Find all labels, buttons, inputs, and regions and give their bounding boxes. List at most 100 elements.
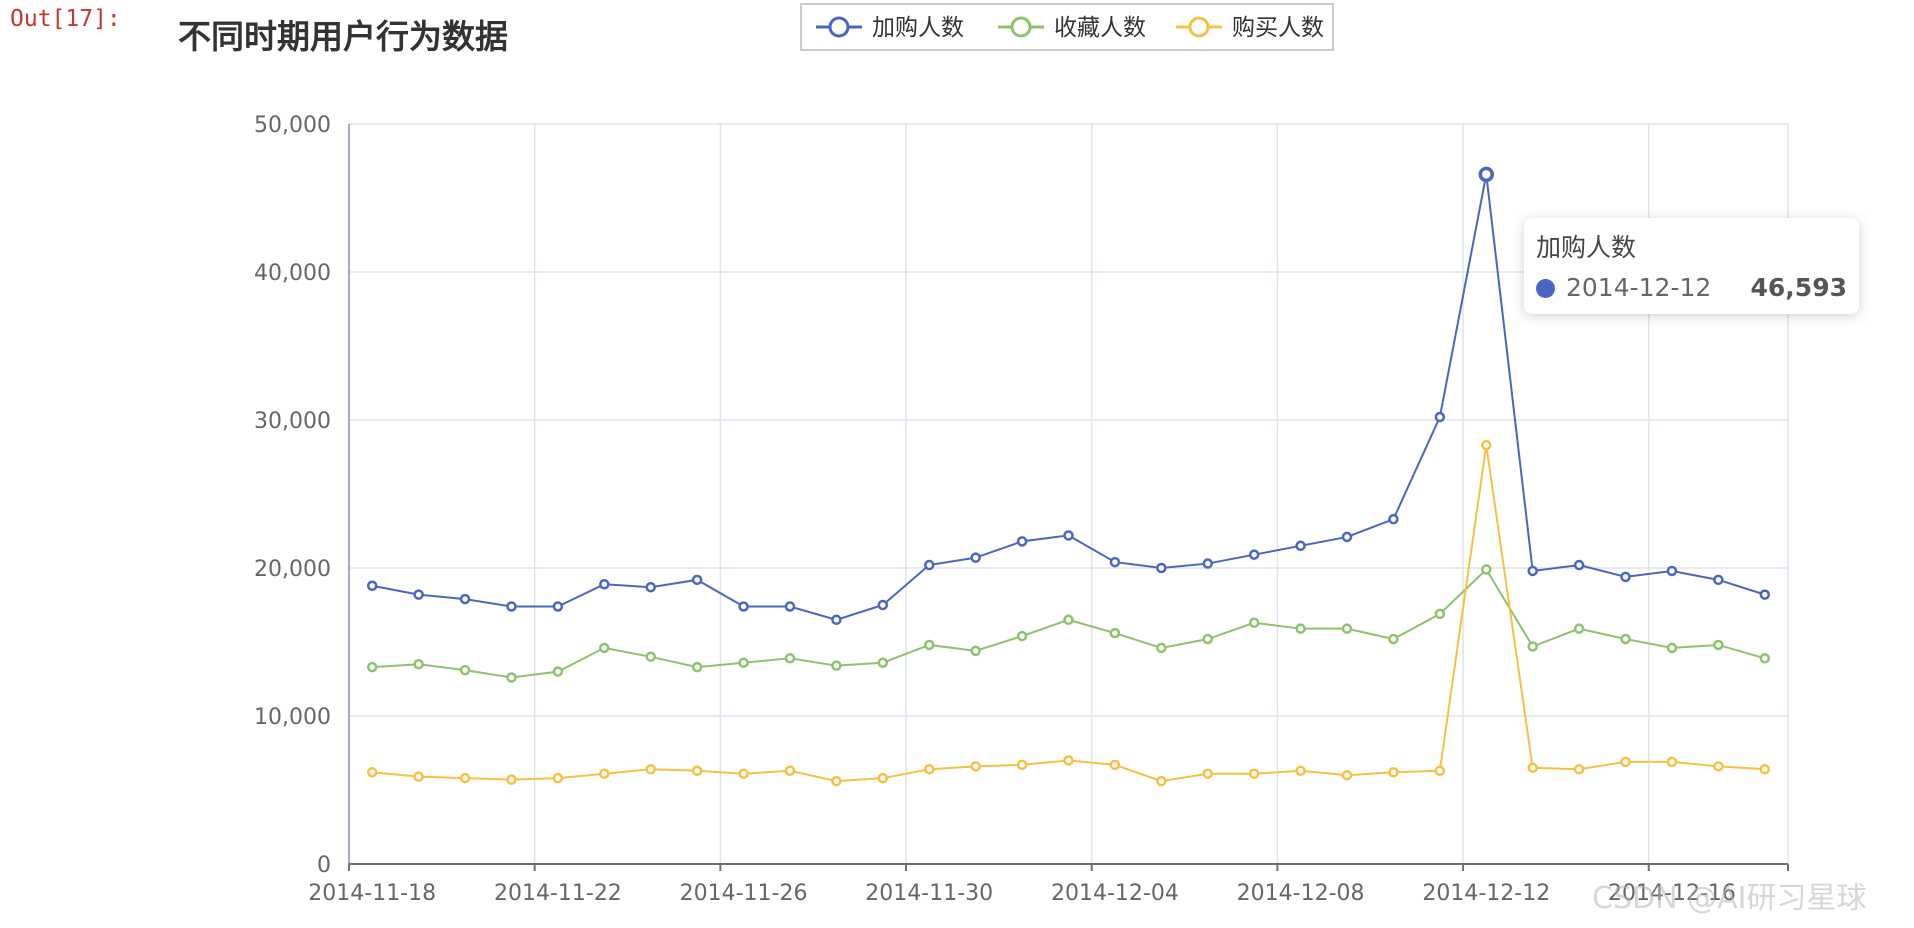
data-point[interactable] — [877, 657, 889, 668]
data-point[interactable] — [1063, 614, 1074, 626]
data-point[interactable] — [1481, 439, 1492, 451]
data-point[interactable] — [831, 614, 842, 626]
data-point[interactable] — [784, 601, 796, 612]
data-point[interactable] — [413, 658, 424, 670]
data-point[interactable] — [1620, 756, 1631, 768]
data-point[interactable] — [1248, 549, 1260, 560]
data-point[interactable] — [1063, 755, 1074, 766]
data-point[interactable] — [1713, 574, 1724, 586]
data-point[interactable] — [645, 581, 656, 593]
data-point[interactable] — [1759, 589, 1771, 600]
data-point[interactable] — [970, 761, 981, 772]
data-point[interactable] — [1713, 761, 1724, 772]
data-point[interactable] — [1341, 623, 1353, 634]
series-收藏人数[interactable] — [366, 564, 1771, 683]
data-point[interactable] — [599, 768, 610, 779]
legend-item[interactable]: 购买人数 — [1176, 15, 1324, 41]
data-point[interactable] — [738, 768, 749, 779]
data-point[interactable] — [1388, 513, 1399, 525]
data-point[interactable] — [923, 764, 935, 775]
data-point[interactable] — [1481, 564, 1492, 575]
data-point[interactable] — [413, 771, 424, 782]
data-point[interactable] — [645, 651, 656, 663]
data-point[interactable] — [1016, 630, 1028, 642]
series-line[interactable] — [372, 445, 1765, 783]
data-point[interactable] — [459, 772, 471, 784]
data-point[interactable] — [691, 765, 703, 777]
data-point[interactable] — [1016, 759, 1028, 771]
data-point[interactable] — [552, 772, 564, 784]
data-point[interactable] — [1295, 540, 1306, 552]
data-point[interactable] — [923, 639, 935, 651]
data-point[interactable] — [738, 657, 749, 668]
data-point[interactable] — [552, 601, 564, 612]
data-point[interactable] — [831, 660, 842, 671]
data-point[interactable] — [1248, 617, 1260, 629]
data-point[interactable] — [1620, 633, 1631, 645]
data-point[interactable] — [1434, 608, 1446, 620]
data-point[interactable] — [877, 599, 889, 611]
data-point[interactable] — [1573, 623, 1585, 634]
data-point[interactable] — [1527, 641, 1538, 652]
series-购买人数[interactable] — [366, 439, 1771, 787]
data-point[interactable] — [1341, 531, 1353, 543]
data-point[interactable] — [1666, 642, 1678, 654]
data-point[interactable] — [1156, 642, 1167, 654]
data-point[interactable] — [1248, 768, 1260, 779]
data-point[interactable] — [970, 552, 981, 563]
data-point[interactable] — [366, 766, 378, 778]
data-point[interactable] — [459, 664, 471, 676]
data-point[interactable] — [599, 579, 610, 590]
data-point[interactable] — [1109, 556, 1121, 568]
data-point[interactable] — [1388, 766, 1399, 778]
data-point[interactable] — [923, 559, 935, 571]
data-point[interactable] — [1295, 765, 1306, 777]
data-point[interactable] — [506, 774, 517, 785]
data-point[interactable] — [1063, 530, 1074, 541]
data-point[interactable] — [1341, 769, 1353, 781]
data-point[interactable] — [1527, 565, 1538, 577]
data-point[interactable] — [1759, 653, 1771, 664]
data-point[interactable] — [1573, 559, 1585, 571]
data-point[interactable] — [506, 672, 517, 683]
data-point[interactable] — [1434, 411, 1446, 423]
data-point[interactable] — [459, 593, 471, 605]
legend-item[interactable]: 加购人数 — [816, 15, 964, 41]
data-point[interactable] — [1713, 639, 1724, 651]
data-point[interactable] — [366, 580, 378, 592]
chart-series[interactable] — [366, 166, 1771, 787]
data-point[interactable] — [413, 589, 424, 600]
data-point[interactable] — [877, 772, 889, 784]
data-point[interactable] — [1666, 565, 1678, 577]
data-point[interactable] — [1202, 633, 1214, 645]
data-point[interactable] — [1388, 633, 1399, 645]
data-point[interactable] — [831, 775, 842, 787]
legend-item[interactable]: 收藏人数 — [998, 15, 1146, 41]
data-point[interactable] — [691, 574, 703, 586]
data-point[interactable] — [1434, 765, 1446, 777]
data-point[interactable] — [1295, 623, 1306, 634]
data-point[interactable] — [599, 642, 610, 654]
data-point[interactable] — [1109, 759, 1121, 771]
data-point[interactable] — [1156, 775, 1167, 787]
data-point[interactable] — [506, 601, 517, 612]
data-point[interactable] — [970, 645, 981, 657]
series-加购人数[interactable] — [366, 166, 1771, 626]
data-point[interactable] — [1620, 571, 1631, 583]
data-point[interactable] — [552, 666, 564, 677]
data-point[interactable] — [738, 601, 749, 612]
data-point[interactable] — [691, 661, 703, 673]
data-point[interactable] — [1016, 536, 1028, 547]
data-point[interactable] — [1202, 558, 1214, 569]
data-point[interactable] — [1527, 762, 1538, 774]
data-point[interactable] — [1109, 627, 1121, 639]
data-point[interactable] — [1156, 562, 1167, 574]
data-point[interactable] — [1202, 768, 1214, 779]
data-point[interactable] — [1573, 764, 1585, 775]
data-point[interactable] — [1478, 166, 1495, 183]
data-point[interactable] — [784, 653, 796, 664]
data-point[interactable] — [645, 764, 656, 775]
data-point[interactable] — [1759, 764, 1771, 775]
data-point[interactable] — [366, 661, 378, 673]
